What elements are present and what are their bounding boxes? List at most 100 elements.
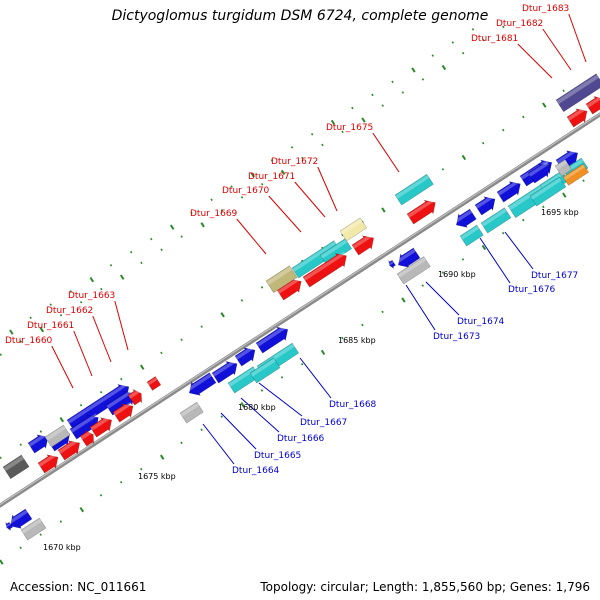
feature-highlight: [235, 345, 255, 360]
feature-other[interactable]: [554, 158, 573, 177]
gene-label[interactable]: Dtur_1675: [326, 123, 373, 133]
minor-tick: [160, 351, 163, 355]
feature-other[interactable]: [555, 73, 600, 113]
gene-label[interactable]: Dtur_1662: [46, 306, 93, 316]
feature-other[interactable]: [265, 265, 298, 294]
feature-gene[interactable]: [406, 199, 436, 225]
feature-gene[interactable]: [146, 376, 162, 391]
feature-gene[interactable]: [388, 259, 396, 269]
minor-tick: [0, 456, 2, 460]
gene-label[interactable]: Dtur_1677: [531, 271, 578, 281]
feature-gene[interactable]: [112, 403, 134, 423]
gene-label[interactable]: Dtur_1666: [277, 434, 325, 444]
minor-tick: [99, 390, 103, 394]
major-tick: [401, 297, 406, 303]
feature-gene[interactable]: [234, 347, 256, 367]
feature-highlight: [540, 171, 565, 189]
gene-label[interactable]: Dtur_1673: [433, 332, 480, 342]
feature-gene[interactable]: [474, 196, 496, 216]
minor-tick: [341, 336, 344, 340]
feature-gene[interactable]: [585, 95, 600, 115]
gene-label[interactable]: Dtur_1683: [522, 4, 569, 14]
gene-label[interactable]: Dtur_1669: [190, 209, 238, 219]
feature-highlight: [481, 208, 507, 227]
label-connector: [504, 231, 534, 270]
label-connectors: [51, 13, 587, 465]
feature-gene[interactable]: [188, 372, 217, 396]
feature-other[interactable]: [562, 163, 590, 186]
feature-gene[interactable]: [37, 454, 59, 474]
gene-label[interactable]: Dtur_1660: [5, 336, 53, 346]
feature-highlight: [147, 377, 158, 386]
feature-cds[interactable]: [480, 207, 512, 234]
feature-other[interactable]: [396, 256, 431, 285]
feature-cds[interactable]: [529, 176, 567, 207]
feature-gene[interactable]: [496, 181, 521, 203]
feature-other[interactable]: [339, 217, 368, 242]
feature-cds[interactable]: [459, 224, 484, 247]
gene-label[interactable]: Dtur_1681: [471, 34, 518, 44]
genome-backbone: [0, 112, 600, 508]
minor-tick: [39, 533, 42, 536]
major-tick: [542, 102, 547, 108]
minor-tick: [79, 404, 83, 407]
feature-other[interactable]: [44, 424, 71, 448]
feature-gene[interactable]: [79, 429, 95, 447]
major-tick: [320, 349, 326, 356]
feature-gene[interactable]: [255, 326, 289, 354]
gene-label[interactable]: Dtur_1667: [300, 418, 347, 428]
gene-label[interactable]: Dtur_1664: [232, 466, 280, 476]
gene-label[interactable]: Dtur_1670: [222, 186, 270, 196]
feature-gene[interactable]: [566, 108, 588, 128]
topology-text: Topology: circular; Length: 1,855,560 bp…: [260, 580, 590, 594]
gene-label[interactable]: Dtur_1671: [248, 172, 295, 182]
major-tick: [139, 364, 145, 370]
major-tick: [0, 559, 4, 565]
minor-tick: [431, 54, 434, 57]
minor-tick: [290, 146, 294, 149]
feature-highlight: [70, 413, 98, 433]
major-tick: [89, 277, 95, 283]
major-tick: [169, 224, 175, 230]
gene-label[interactable]: Dtur_1676: [508, 285, 556, 295]
feature-gene[interactable]: [57, 440, 81, 461]
feature-gene[interactable]: [89, 417, 113, 438]
map-title: Dictyoglomus turgidum DSM 6724, complete…: [111, 8, 489, 24]
label-connector: [51, 345, 74, 389]
feature-other[interactable]: [179, 401, 204, 424]
feature-highlight: [556, 74, 599, 105]
minor-tick: [100, 287, 103, 291]
gene-label[interactable]: Dtur_1668: [329, 400, 377, 410]
minor-tick: [230, 185, 233, 188]
gene-label[interactable]: Dtur_1663: [68, 291, 115, 301]
major-tick: [280, 169, 286, 176]
feature-gene[interactable]: [455, 208, 477, 228]
minor-tick: [341, 233, 344, 237]
feature-gene[interactable]: [351, 235, 375, 256]
feature-other[interactable]: [2, 454, 30, 480]
feature-gene[interactable]: [127, 388, 143, 406]
gene-label[interactable]: Dtur_1661: [27, 321, 74, 331]
minor-tick: [19, 546, 22, 550]
feature-cds[interactable]: [249, 357, 281, 384]
feature-gene[interactable]: [27, 434, 49, 454]
feature-gene[interactable]: [211, 361, 238, 384]
minor-tick: [180, 338, 183, 342]
feature-cds[interactable]: [394, 173, 434, 206]
minor-tick: [260, 182, 264, 186]
gene-label[interactable]: Dtur_1665: [254, 451, 301, 461]
feature-gene[interactable]: [527, 163, 551, 184]
feature-cds[interactable]: [319, 238, 353, 266]
minor-tick: [129, 250, 133, 254]
feature-highlight: [567, 106, 587, 121]
feature-highlight: [128, 389, 141, 399]
gene-label[interactable]: Dtur_1682: [496, 19, 543, 29]
feature-gene[interactable]: [9, 508, 33, 529]
feature-other[interactable]: [20, 517, 47, 541]
feature-gene[interactable]: [302, 253, 347, 288]
feature-gene[interactable]: [5, 521, 13, 531]
gene-label[interactable]: Dtur_1674: [457, 317, 505, 327]
gene-label[interactable]: Dtur_1672: [271, 157, 318, 167]
label-connector: [568, 13, 587, 63]
